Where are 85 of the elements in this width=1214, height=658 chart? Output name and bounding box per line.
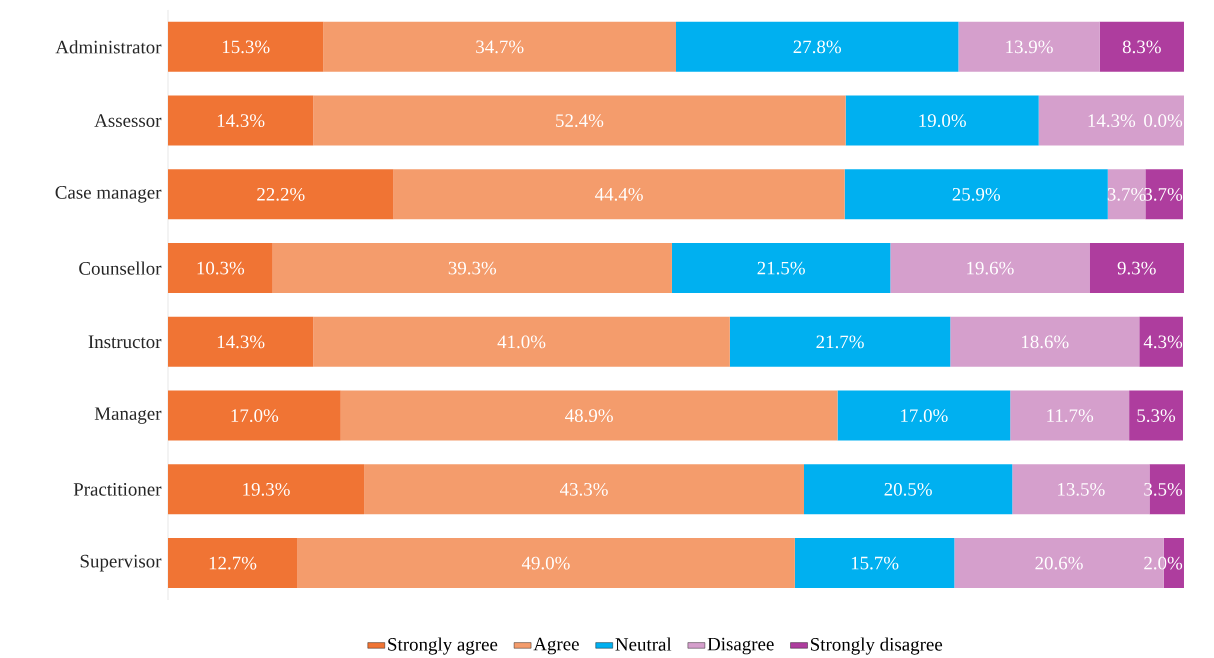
data-label: 17.0% [901,409,948,423]
data-label: 21.7% [816,335,864,349]
data-label: 43.3% [559,482,608,496]
bar [1089,243,1184,294]
bar [950,316,1140,367]
y-tick-label: Practitioner [73,483,162,496]
bar [168,538,298,589]
data-label: 39.3% [448,261,497,275]
legend-label: Strongly disagree [810,637,943,655]
bar [804,464,1013,515]
y-tick-label: Instructor [88,335,162,349]
bar [297,538,795,589]
data-label: 17.0% [231,409,279,423]
bar [837,390,1011,441]
data-label: 4.3% [1143,335,1183,349]
data-label: 14.3% [217,114,265,128]
bar [168,243,273,294]
y-tick-label: Counsellor [79,261,162,275]
data-label: 9.3% [1117,261,1156,275]
y-tick-label: Administrator [55,40,162,54]
data-label: 12.7% [209,556,257,570]
data-label: 49.0% [521,556,570,570]
bar [958,21,1100,72]
legend-label: Strongly agree [388,637,498,655]
bar [168,95,314,146]
data-label: 5.3% [1137,409,1176,423]
data-label: 13.5% [1058,482,1105,496]
bar [1139,316,1183,367]
data-label: 19.0% [919,114,966,128]
legend-label: Agree [533,637,579,655]
data-label: 15.3% [222,40,270,54]
bar [168,169,394,220]
data-label: 13.9% [1006,40,1053,54]
y-tick-label: Case manager [55,186,162,203]
data-label: 44.4% [595,187,643,201]
bar [671,243,891,294]
bar [844,169,1108,220]
data-label: 41.0% [497,335,546,349]
data-label: 18.6% [1022,335,1069,349]
data-label: 20.6% [1035,556,1083,570]
data-label: 52.4% [556,114,604,128]
bar [1129,390,1183,441]
bar [1099,21,1184,72]
data-label: 20.5% [884,482,932,496]
bar [1038,95,1184,146]
bar [168,464,365,515]
bar [340,390,838,441]
data-label: 11.7% [1047,409,1094,423]
data-label: 3.5% [1144,482,1183,496]
data-label: 3.7% [1144,187,1183,201]
bar [794,538,955,589]
data-label: 8.3% [1122,40,1161,54]
data-label: 19.3% [243,482,290,496]
bar [168,390,341,441]
bar [890,243,1090,294]
data-label: 15.7% [851,556,899,570]
y-tick-label: Assessor [94,114,162,127]
data-label: 48.9% [565,409,613,423]
data-label: 0.0% [1144,114,1183,128]
bar [1010,390,1130,441]
bar [676,21,959,72]
bar [313,316,730,367]
bar [1145,169,1183,220]
data-label: 19.6% [967,261,1014,275]
bar [393,169,845,220]
bar [168,316,314,367]
bar [168,21,324,72]
y-tick-label: Supervisor [80,554,162,572]
y-tick-label: Manager [94,407,162,424]
bar [729,316,951,367]
data-label: 14.3% [217,335,265,349]
data-label: 21.5% [757,261,805,275]
data-label: 27.8% [793,40,841,54]
data-label: 34.7% [476,40,524,54]
bar [272,243,672,294]
data-label: 22.2% [257,187,305,201]
legend-label: Neutral [615,637,672,651]
data-label: 10.3% [197,261,245,275]
bar [313,95,846,146]
legend-label: Disagree [707,637,774,655]
data-label: 14.3% [1088,114,1136,128]
bar [364,464,805,515]
bar [845,95,1039,146]
data-label: 25.9% [952,187,1001,201]
bar [323,21,676,72]
